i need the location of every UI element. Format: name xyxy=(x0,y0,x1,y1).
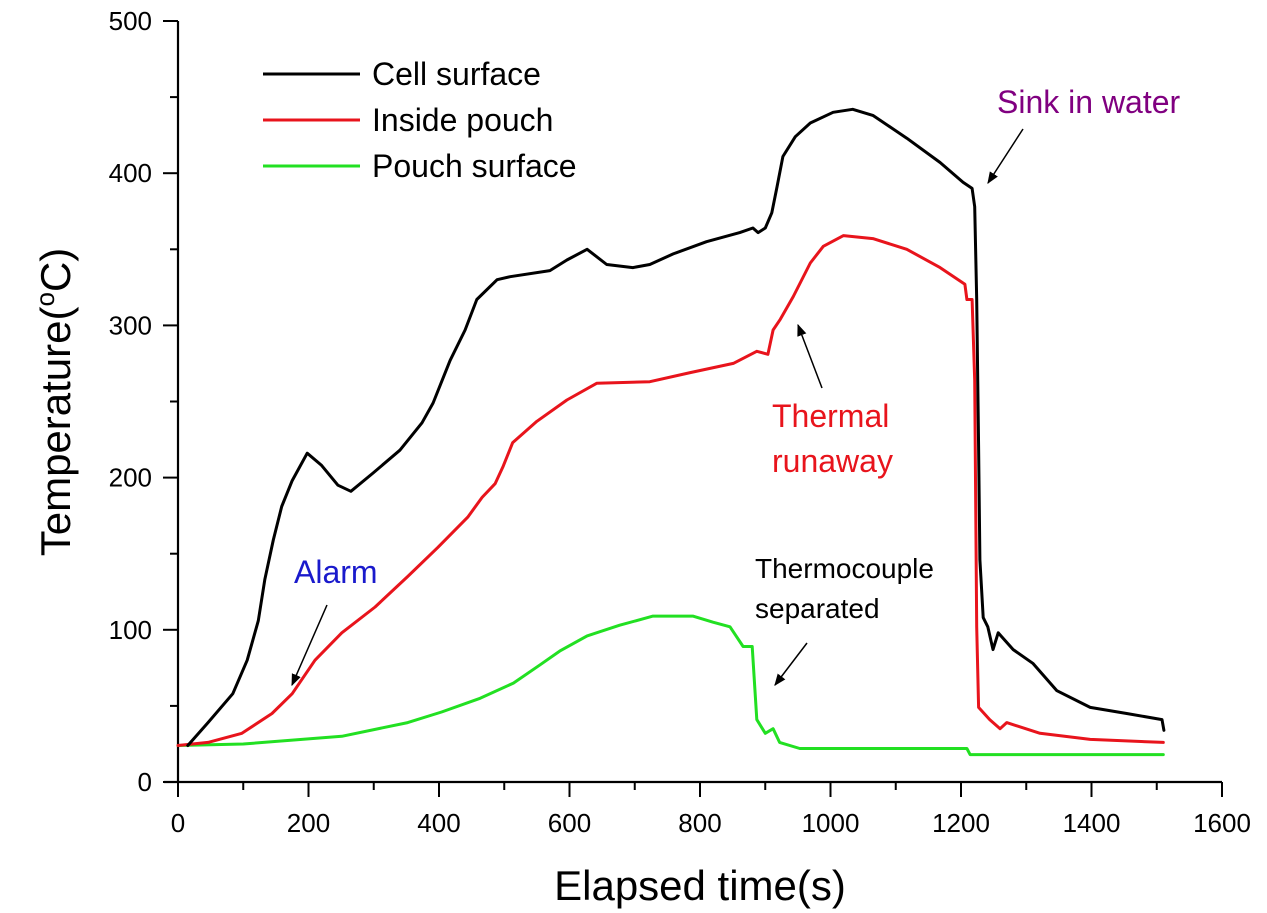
series-pouch-surface xyxy=(176,614,1165,757)
x-tick-label: 600 xyxy=(548,808,591,838)
annotation-thermocouple-arrow xyxy=(774,642,808,686)
axes: 0 200 400 600 800 1000 1200 1400 1600 0 100 200 300 4… xyxy=(109,6,1251,838)
legend-label: Pouch surface xyxy=(372,148,577,184)
x-tick-label: 400 xyxy=(417,808,460,838)
legend-label: Cell surface xyxy=(372,56,541,92)
x-tick-label: 0 xyxy=(171,808,185,838)
annotation-thermal-runaway-text: Thermal xyxy=(772,398,889,434)
annotations: Alarm Thermocouple separated Thermal runaway… xyxy=(291,84,1181,687)
y-axis-title: Temperature(oC) xyxy=(30,248,79,557)
y-tick-label: 400 xyxy=(109,158,152,188)
y-axis-title-unit: C) xyxy=(32,248,79,292)
legend: Cell surface Inside pouch Pouch surface xyxy=(263,56,577,184)
y-tick-label: 500 xyxy=(109,6,152,36)
series-cell-surface xyxy=(186,107,1166,747)
y-axis-title-degree: o xyxy=(30,292,60,306)
y-tick-label: 0 xyxy=(138,767,152,797)
series-layer xyxy=(176,107,1166,757)
x-tick-label: 800 xyxy=(678,808,721,838)
annotation-thermocouple-text: separated xyxy=(755,593,880,624)
y-tick-label: 300 xyxy=(109,310,152,340)
y-tick-label: 100 xyxy=(109,615,152,645)
annotation-thermal-runaway-text: runaway xyxy=(772,443,893,479)
annotation-alarm-arrow xyxy=(291,604,328,687)
x-tick-label: 1400 xyxy=(1063,808,1121,838)
annotation-thermocouple-text: Thermocouple xyxy=(755,553,934,584)
x-tick-label: 1600 xyxy=(1193,808,1251,838)
annotation-thermal-runaway-arrow xyxy=(797,323,823,389)
x-tick-label: 200 xyxy=(287,808,330,838)
annotation-alarm-text: Alarm xyxy=(294,554,378,590)
legend-label: Inside pouch xyxy=(372,102,553,138)
x-tick-label: 1000 xyxy=(802,808,860,838)
series-inside-pouch xyxy=(176,234,1165,747)
x-tick-label: 1200 xyxy=(932,808,990,838)
x-axis-title: Elapsed time(s) xyxy=(554,862,846,909)
annotation-sink-text: Sink in water xyxy=(997,84,1181,120)
y-axis-title-main: Temperature( xyxy=(32,307,79,557)
annotation-sink-arrow xyxy=(987,128,1024,185)
y-tick-label: 200 xyxy=(109,463,152,493)
